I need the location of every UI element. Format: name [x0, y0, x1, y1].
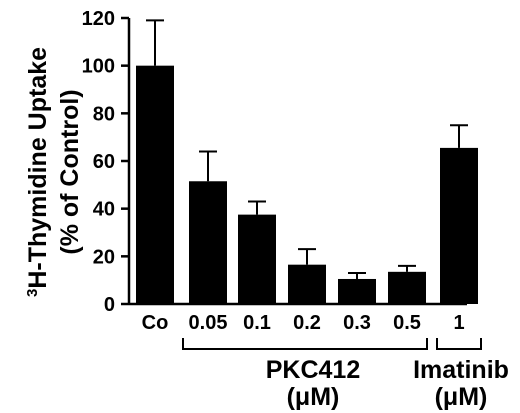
x-tick-labels: Co 0.05 0.1 0.2 0.3 0.5 1: [142, 312, 465, 334]
y-tick-label: 60: [93, 151, 115, 173]
y-ticks: 0 20 40 60 80 100 120: [82, 8, 129, 316]
bar: [440, 147, 478, 304]
pkc412-group-unit: (μM): [287, 383, 340, 411]
bar: [189, 181, 227, 304]
y-tick-label: 120: [82, 8, 115, 30]
y-tick-label: 20: [93, 246, 115, 268]
y-tick-label: 40: [93, 199, 115, 221]
y-tick-label: 80: [93, 103, 115, 125]
y-axis-label-superscript: 3: [24, 289, 41, 297]
bar: [288, 264, 326, 304]
x-tick-label: 0.2: [293, 312, 321, 334]
x-tick-label: 0.3: [343, 312, 371, 334]
pkc412-group-label: PKC412: [266, 356, 361, 384]
x-tick-label: 0.05: [189, 312, 228, 334]
imatinib-group-label: Imatinib: [413, 356, 509, 384]
x-tick-label: Co: [142, 312, 169, 334]
x-tick-label: 0.5: [393, 312, 421, 334]
imatinib-bracket: [436, 338, 482, 350]
y-tick-label: 100: [82, 56, 115, 78]
svg-text:3H-Thymidine Uptake: 3H-Thymidine Uptake: [24, 47, 52, 297]
pkc412-bracket: [182, 338, 428, 350]
y-axis-label-line2: (% of Control): [56, 89, 84, 254]
bar: [338, 278, 376, 304]
imatinib-group-unit: (μM): [435, 383, 488, 411]
bar: [388, 271, 426, 304]
y-axis-label: 3H-Thymidine Uptake (% of Control): [24, 47, 84, 297]
bars: [136, 19, 478, 305]
x-tick-label: 0.1: [243, 312, 271, 334]
y-axis-label-line1: H-Thymidine Uptake: [24, 47, 52, 289]
y-tick-label: 0: [104, 294, 115, 316]
bar: [136, 65, 174, 305]
bar: [238, 214, 276, 304]
x-tick-label: 1: [453, 312, 464, 334]
